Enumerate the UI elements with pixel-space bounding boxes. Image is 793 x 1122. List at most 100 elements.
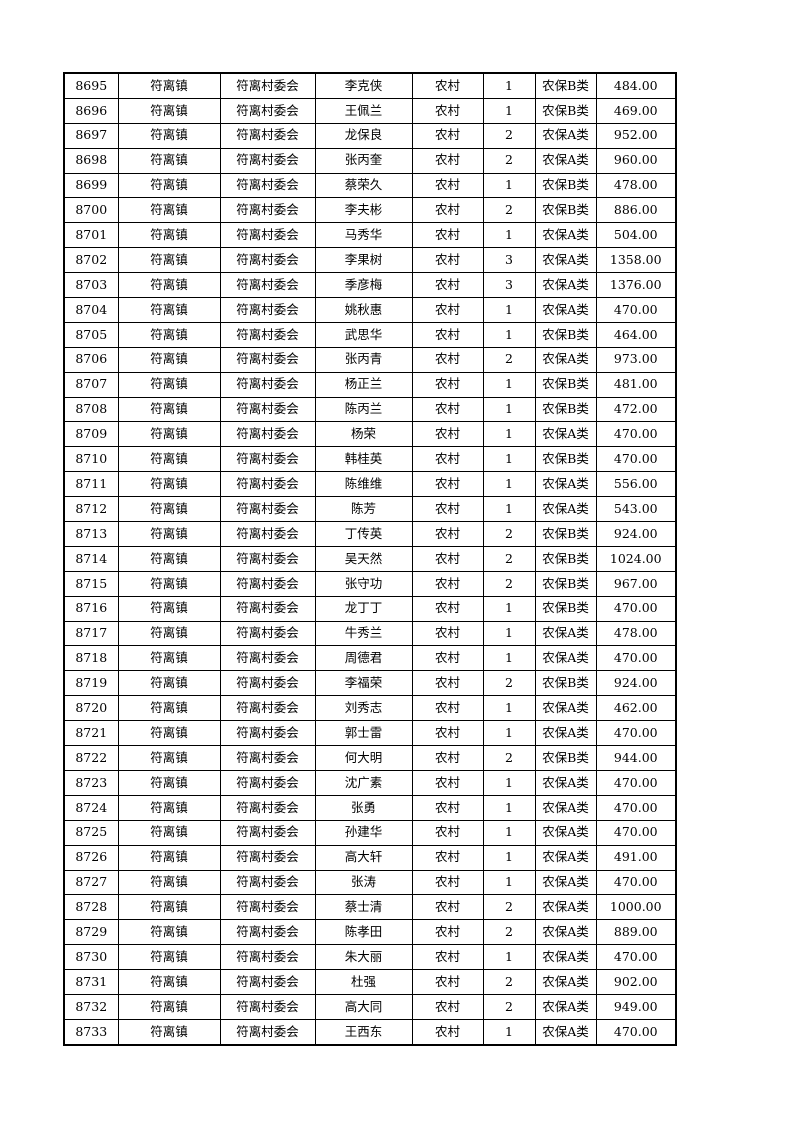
cell-insurance-type: 农保A类: [534, 346, 597, 373]
cell-village: 符离村委会: [219, 670, 316, 697]
cell-town: 符离镇: [117, 720, 221, 747]
cell-town: 符离镇: [117, 894, 221, 921]
cell-town: 符离镇: [117, 670, 221, 697]
cell-seq: 8719: [63, 670, 119, 697]
table-row: 8719 符离镇 符离村委会 李福荣 农村 2 农保B类 924.00: [63, 670, 677, 697]
cell-person-name: 龙丁丁: [314, 595, 413, 622]
cell-insurance-type: 农保A类: [534, 620, 597, 647]
cell-village: 符离村委会: [219, 720, 316, 747]
cell-seq: 8714: [63, 545, 119, 572]
cell-town: 符离镇: [117, 769, 221, 796]
cell-area-type: 农村: [411, 172, 484, 199]
cell-town: 符离镇: [117, 844, 221, 871]
cell-amount: 1024.00: [595, 545, 677, 572]
cell-person-name: 何大明: [314, 745, 413, 771]
cell-seq: 8724: [63, 794, 119, 821]
cell-area-type: 农村: [411, 321, 484, 348]
cell-person-count: 1: [482, 1018, 536, 1046]
cell-person-name: 高大同: [314, 993, 413, 1020]
cell-seq: 8706: [63, 346, 119, 373]
cell-village: 符离村委会: [219, 122, 316, 149]
cell-person-count: 1: [482, 944, 536, 971]
cell-town: 符离镇: [117, 919, 221, 946]
cell-amount: 470.00: [595, 645, 677, 672]
cell-area-type: 农村: [411, 969, 484, 995]
cell-person-name: 朱大丽: [314, 944, 413, 971]
cell-person-count: 3: [482, 272, 536, 299]
cell-area-type: 农村: [411, 695, 484, 722]
cell-village: 符离村委会: [219, 396, 316, 423]
cell-person-name: 王西东: [314, 1018, 413, 1046]
cell-amount: 470.00: [595, 1018, 677, 1046]
table-row: 8695 符离镇 符离村委会 李克侠 农村 1 农保B类 484.00: [63, 72, 677, 99]
table-row: 8705 符离镇 符离村委会 武思华 农村 1 农保B类 464.00: [63, 321, 677, 348]
cell-insurance-type: 农保B类: [534, 321, 597, 348]
cell-amount: 924.00: [595, 521, 677, 547]
cell-person-name: 王佩兰: [314, 97, 413, 124]
cell-amount: 469.00: [595, 97, 677, 124]
cell-area-type: 农村: [411, 545, 484, 572]
cell-person-count: 1: [482, 720, 536, 747]
cell-village: 符离村委会: [219, 595, 316, 622]
table-row: 8710 符离镇 符离村委会 韩桂英 农村 1 农保B类 470.00: [63, 446, 677, 473]
table-row: 8697 符离镇 符离村委会 龙保良 农村 2 农保A类 952.00: [63, 122, 677, 149]
cell-area-type: 农村: [411, 346, 484, 373]
cell-person-count: 1: [482, 769, 536, 796]
table-row: 8723 符离镇 符离村委会 沈广素 农村 1 农保A类 470.00: [63, 769, 677, 796]
cell-person-count: 1: [482, 496, 536, 523]
cell-person-count: 1: [482, 97, 536, 124]
cell-amount: 470.00: [595, 595, 677, 622]
cell-seq: 8712: [63, 496, 119, 523]
cell-person-name: 张涛: [314, 869, 413, 896]
cell-town: 符离镇: [117, 247, 221, 274]
table-row: 8717 符离镇 符离村委会 牛秀兰 农村 1 农保A类 478.00: [63, 620, 677, 647]
cell-seq: 8721: [63, 720, 119, 747]
cell-person-name: 周德君: [314, 645, 413, 672]
cell-insurance-type: 农保A类: [534, 122, 597, 149]
cell-area-type: 农村: [411, 247, 484, 274]
cell-person-count: 2: [482, 894, 536, 921]
cell-village: 符离村委会: [219, 620, 316, 647]
cell-seq: 8731: [63, 969, 119, 995]
table-row: 8704 符离镇 符离村委会 姚秋惠 农村 1 农保A类 470.00: [63, 297, 677, 323]
cell-seq: 8733: [63, 1018, 119, 1046]
cell-area-type: 农村: [411, 595, 484, 622]
cell-insurance-type: 农保A类: [534, 645, 597, 672]
cell-town: 符离镇: [117, 645, 221, 672]
cell-seq: 8701: [63, 222, 119, 249]
table-row: 8702 符离镇 符离村委会 李果树 农村 3 农保A类 1358.00: [63, 247, 677, 274]
cell-amount: 543.00: [595, 496, 677, 523]
cell-town: 符离镇: [117, 570, 221, 597]
cell-seq: 8729: [63, 919, 119, 946]
cell-village: 符离村委会: [219, 844, 316, 871]
cell-amount: 944.00: [595, 745, 677, 771]
table-row: 8714 符离镇 符离村委会 吴天然 农村 2 农保B类 1024.00: [63, 545, 677, 572]
cell-village: 符离村委会: [219, 695, 316, 722]
cell-person-name: 丁传英: [314, 521, 413, 547]
cell-amount: 902.00: [595, 969, 677, 995]
cell-insurance-type: 农保A类: [534, 471, 597, 498]
cell-person-count: 1: [482, 819, 536, 846]
cell-person-name: 武思华: [314, 321, 413, 348]
cell-town: 符离镇: [117, 72, 221, 99]
cell-person-count: 2: [482, 346, 536, 373]
cell-seq: 8703: [63, 272, 119, 299]
table-row: 8708 符离镇 符离村委会 陈丙兰 农村 1 农保B类 472.00: [63, 396, 677, 423]
cell-person-count: 1: [482, 321, 536, 348]
cell-town: 符离镇: [117, 595, 221, 622]
cell-area-type: 农村: [411, 670, 484, 697]
table-row: 8729 符离镇 符离村委会 陈孝田 农村 2 农保A类 889.00: [63, 919, 677, 946]
cell-town: 符离镇: [117, 396, 221, 423]
cell-area-type: 农村: [411, 297, 484, 323]
cell-seq: 8713: [63, 521, 119, 547]
cell-insurance-type: 农保A类: [534, 272, 597, 299]
cell-insurance-type: 农保B类: [534, 97, 597, 124]
cell-village: 符离村委会: [219, 147, 316, 174]
cell-insurance-type: 农保A类: [534, 769, 597, 796]
table-row: 8721 符离镇 符离村委会 郭士雷 农村 1 农保A类 470.00: [63, 720, 677, 747]
table-row: 8726 符离镇 符离村委会 高大轩 农村 1 农保A类 491.00: [63, 844, 677, 871]
cell-town: 符离镇: [117, 421, 221, 448]
cell-area-type: 农村: [411, 944, 484, 971]
cell-seq: 8709: [63, 421, 119, 448]
cell-amount: 470.00: [595, 446, 677, 473]
